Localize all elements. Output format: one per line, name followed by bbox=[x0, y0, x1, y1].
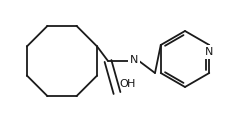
Text: O: O bbox=[119, 79, 128, 89]
Text: H: H bbox=[127, 79, 135, 89]
Text: N: N bbox=[205, 47, 213, 57]
Text: N: N bbox=[130, 55, 138, 65]
